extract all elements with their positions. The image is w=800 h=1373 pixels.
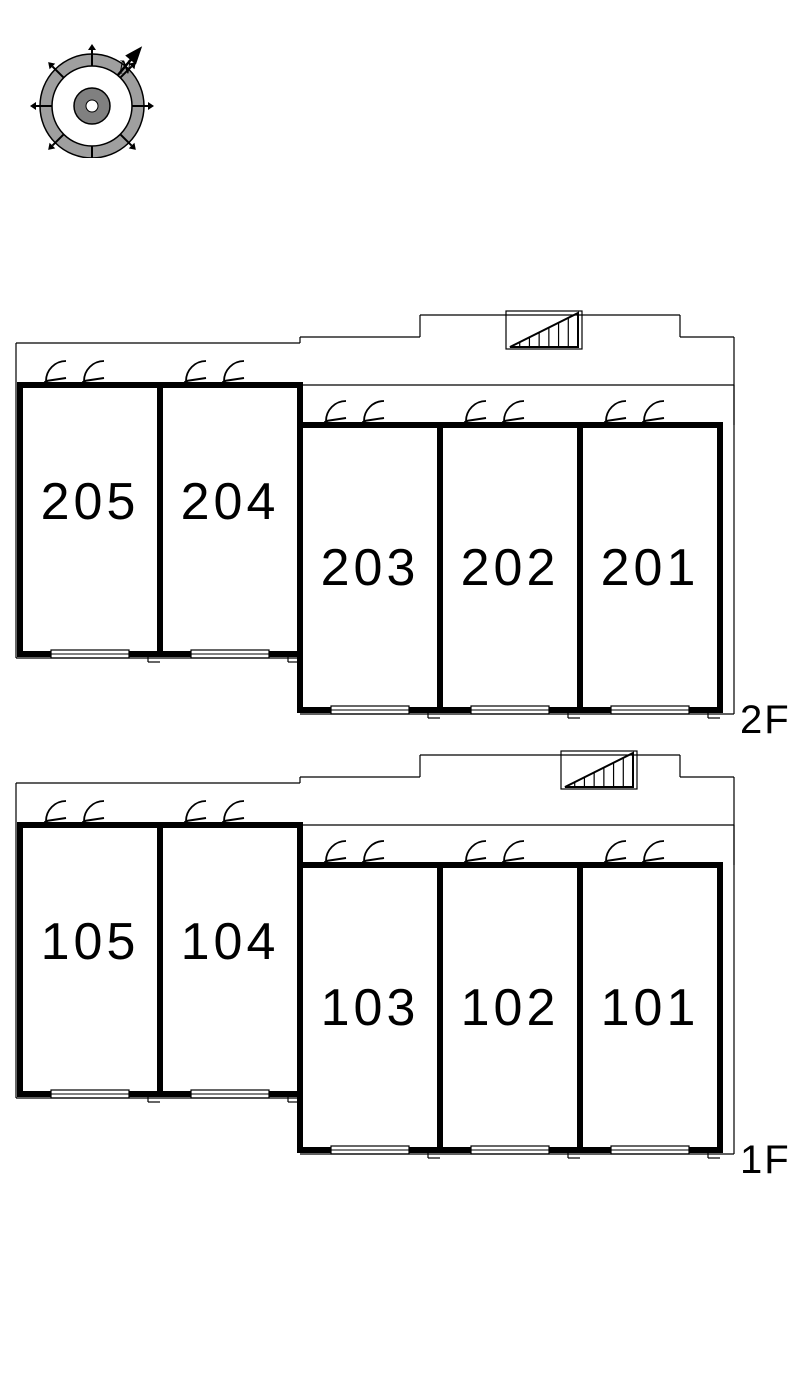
unit-label: 205 xyxy=(41,472,140,532)
unit-label: 102 xyxy=(461,978,560,1038)
unit-label: 204 xyxy=(181,472,280,532)
unit-label: 103 xyxy=(321,978,420,1038)
unit-label: 203 xyxy=(321,538,420,598)
floorplan-svg xyxy=(0,0,800,1373)
floor-label: 2F xyxy=(740,698,791,743)
unit-label: 105 xyxy=(41,912,140,972)
unit-label: 101 xyxy=(601,978,700,1038)
unit-label: 104 xyxy=(181,912,280,972)
unit-label: 201 xyxy=(601,538,700,598)
floor-label: 1F xyxy=(740,1138,791,1183)
unit-label: 202 xyxy=(461,538,560,598)
